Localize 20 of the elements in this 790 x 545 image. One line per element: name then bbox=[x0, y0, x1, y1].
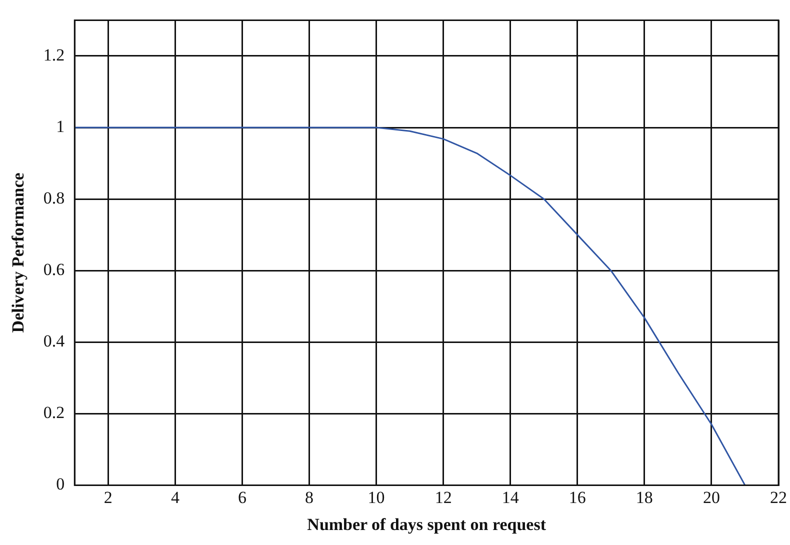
x-tick-label: 2 bbox=[104, 488, 112, 507]
x-tick-label: 8 bbox=[305, 488, 314, 507]
y-tick-label: 1 bbox=[56, 116, 65, 136]
x-tick-label: 20 bbox=[702, 488, 720, 507]
x-tick-label: 12 bbox=[434, 488, 452, 507]
x-tick-label: 18 bbox=[636, 488, 653, 507]
y-tick-label: 0 bbox=[56, 474, 65, 494]
y-tick-label: 0.6 bbox=[43, 260, 65, 280]
y-tick-label: 0.2 bbox=[43, 403, 65, 422]
x-tick-label: 14 bbox=[502, 488, 520, 507]
x-tick-label: 4 bbox=[170, 488, 180, 507]
x-tick-label: 16 bbox=[568, 488, 586, 507]
y-tick-label: 0.8 bbox=[43, 188, 65, 208]
x-axis-title: Number of days spent on request bbox=[307, 515, 546, 534]
x-tick-label: 22 bbox=[770, 488, 787, 507]
x-tick-label: 10 bbox=[368, 488, 385, 507]
y-axis-title: Delivery Performance bbox=[8, 172, 28, 333]
x-tick-label: 6 bbox=[238, 488, 246, 507]
y-tick-label: 1.2 bbox=[43, 45, 65, 64]
y-tick-label: 0.4 bbox=[43, 332, 66, 351]
